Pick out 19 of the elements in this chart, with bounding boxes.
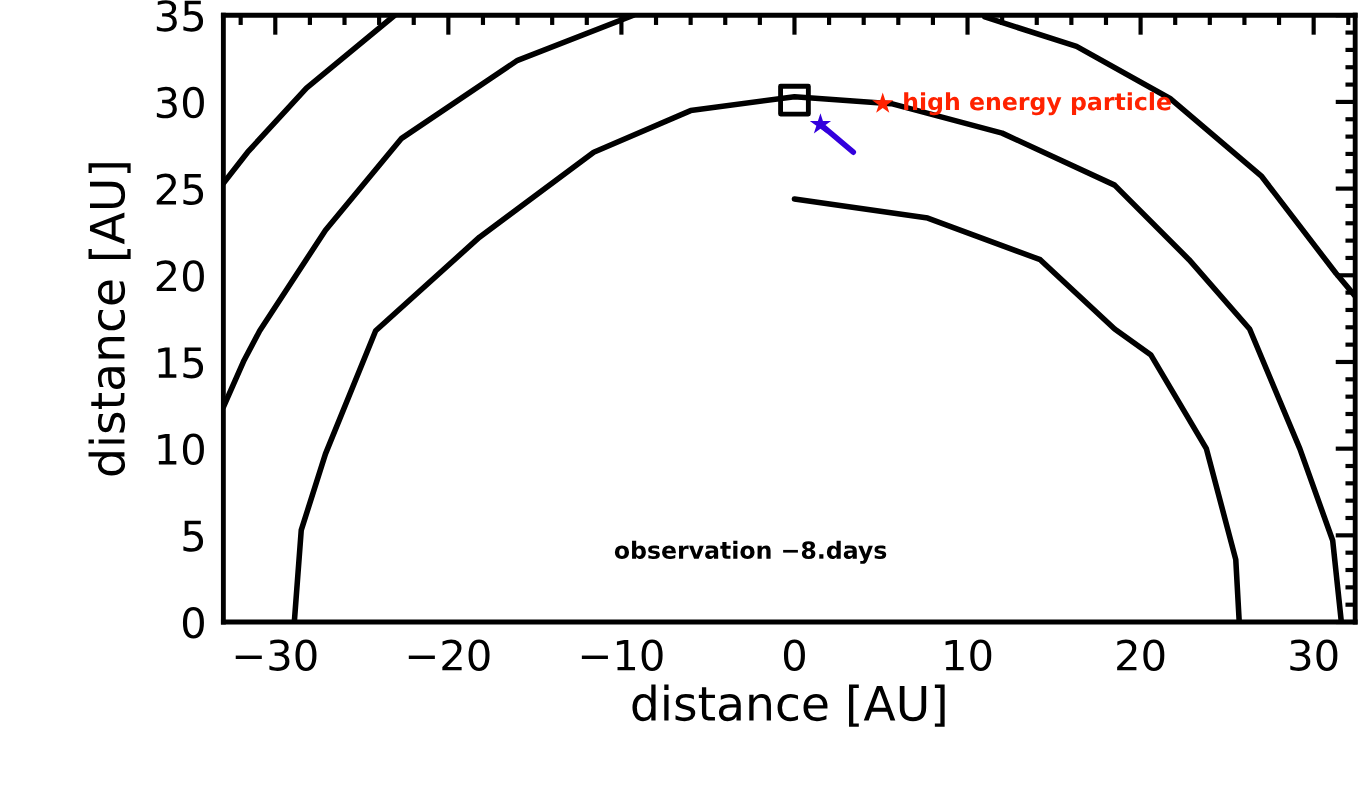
x-tick-label: 20 [1117, 639, 1165, 671]
y-tick-label: 20 [156, 260, 204, 292]
x-tick-label: −10 [581, 639, 663, 671]
x-tick-label: 30 [1290, 639, 1338, 671]
x-tick-label: 10 [945, 639, 992, 671]
x-tick-label: −30 [235, 639, 317, 671]
y-tick-label: 0 [182, 606, 204, 639]
y-tick-label: 15 [158, 347, 204, 379]
annotation: observation −8.days [614, 540, 887, 564]
x-tick-label: −20 [408, 639, 490, 671]
y-axis-title: distance [AU] [88, 163, 131, 476]
y-tick-label: 5 [183, 520, 204, 552]
y-tick-label: 30 [156, 86, 204, 119]
y-tick-label: 25 [156, 173, 204, 206]
y-tick-label: 10 [158, 433, 204, 466]
x-axis-title: distance [AU] [632, 684, 945, 727]
x-tick-label: 0 [783, 639, 805, 671]
annotation: high energy particle [904, 92, 1171, 116]
y-tick-label: 35 [156, 0, 204, 32]
